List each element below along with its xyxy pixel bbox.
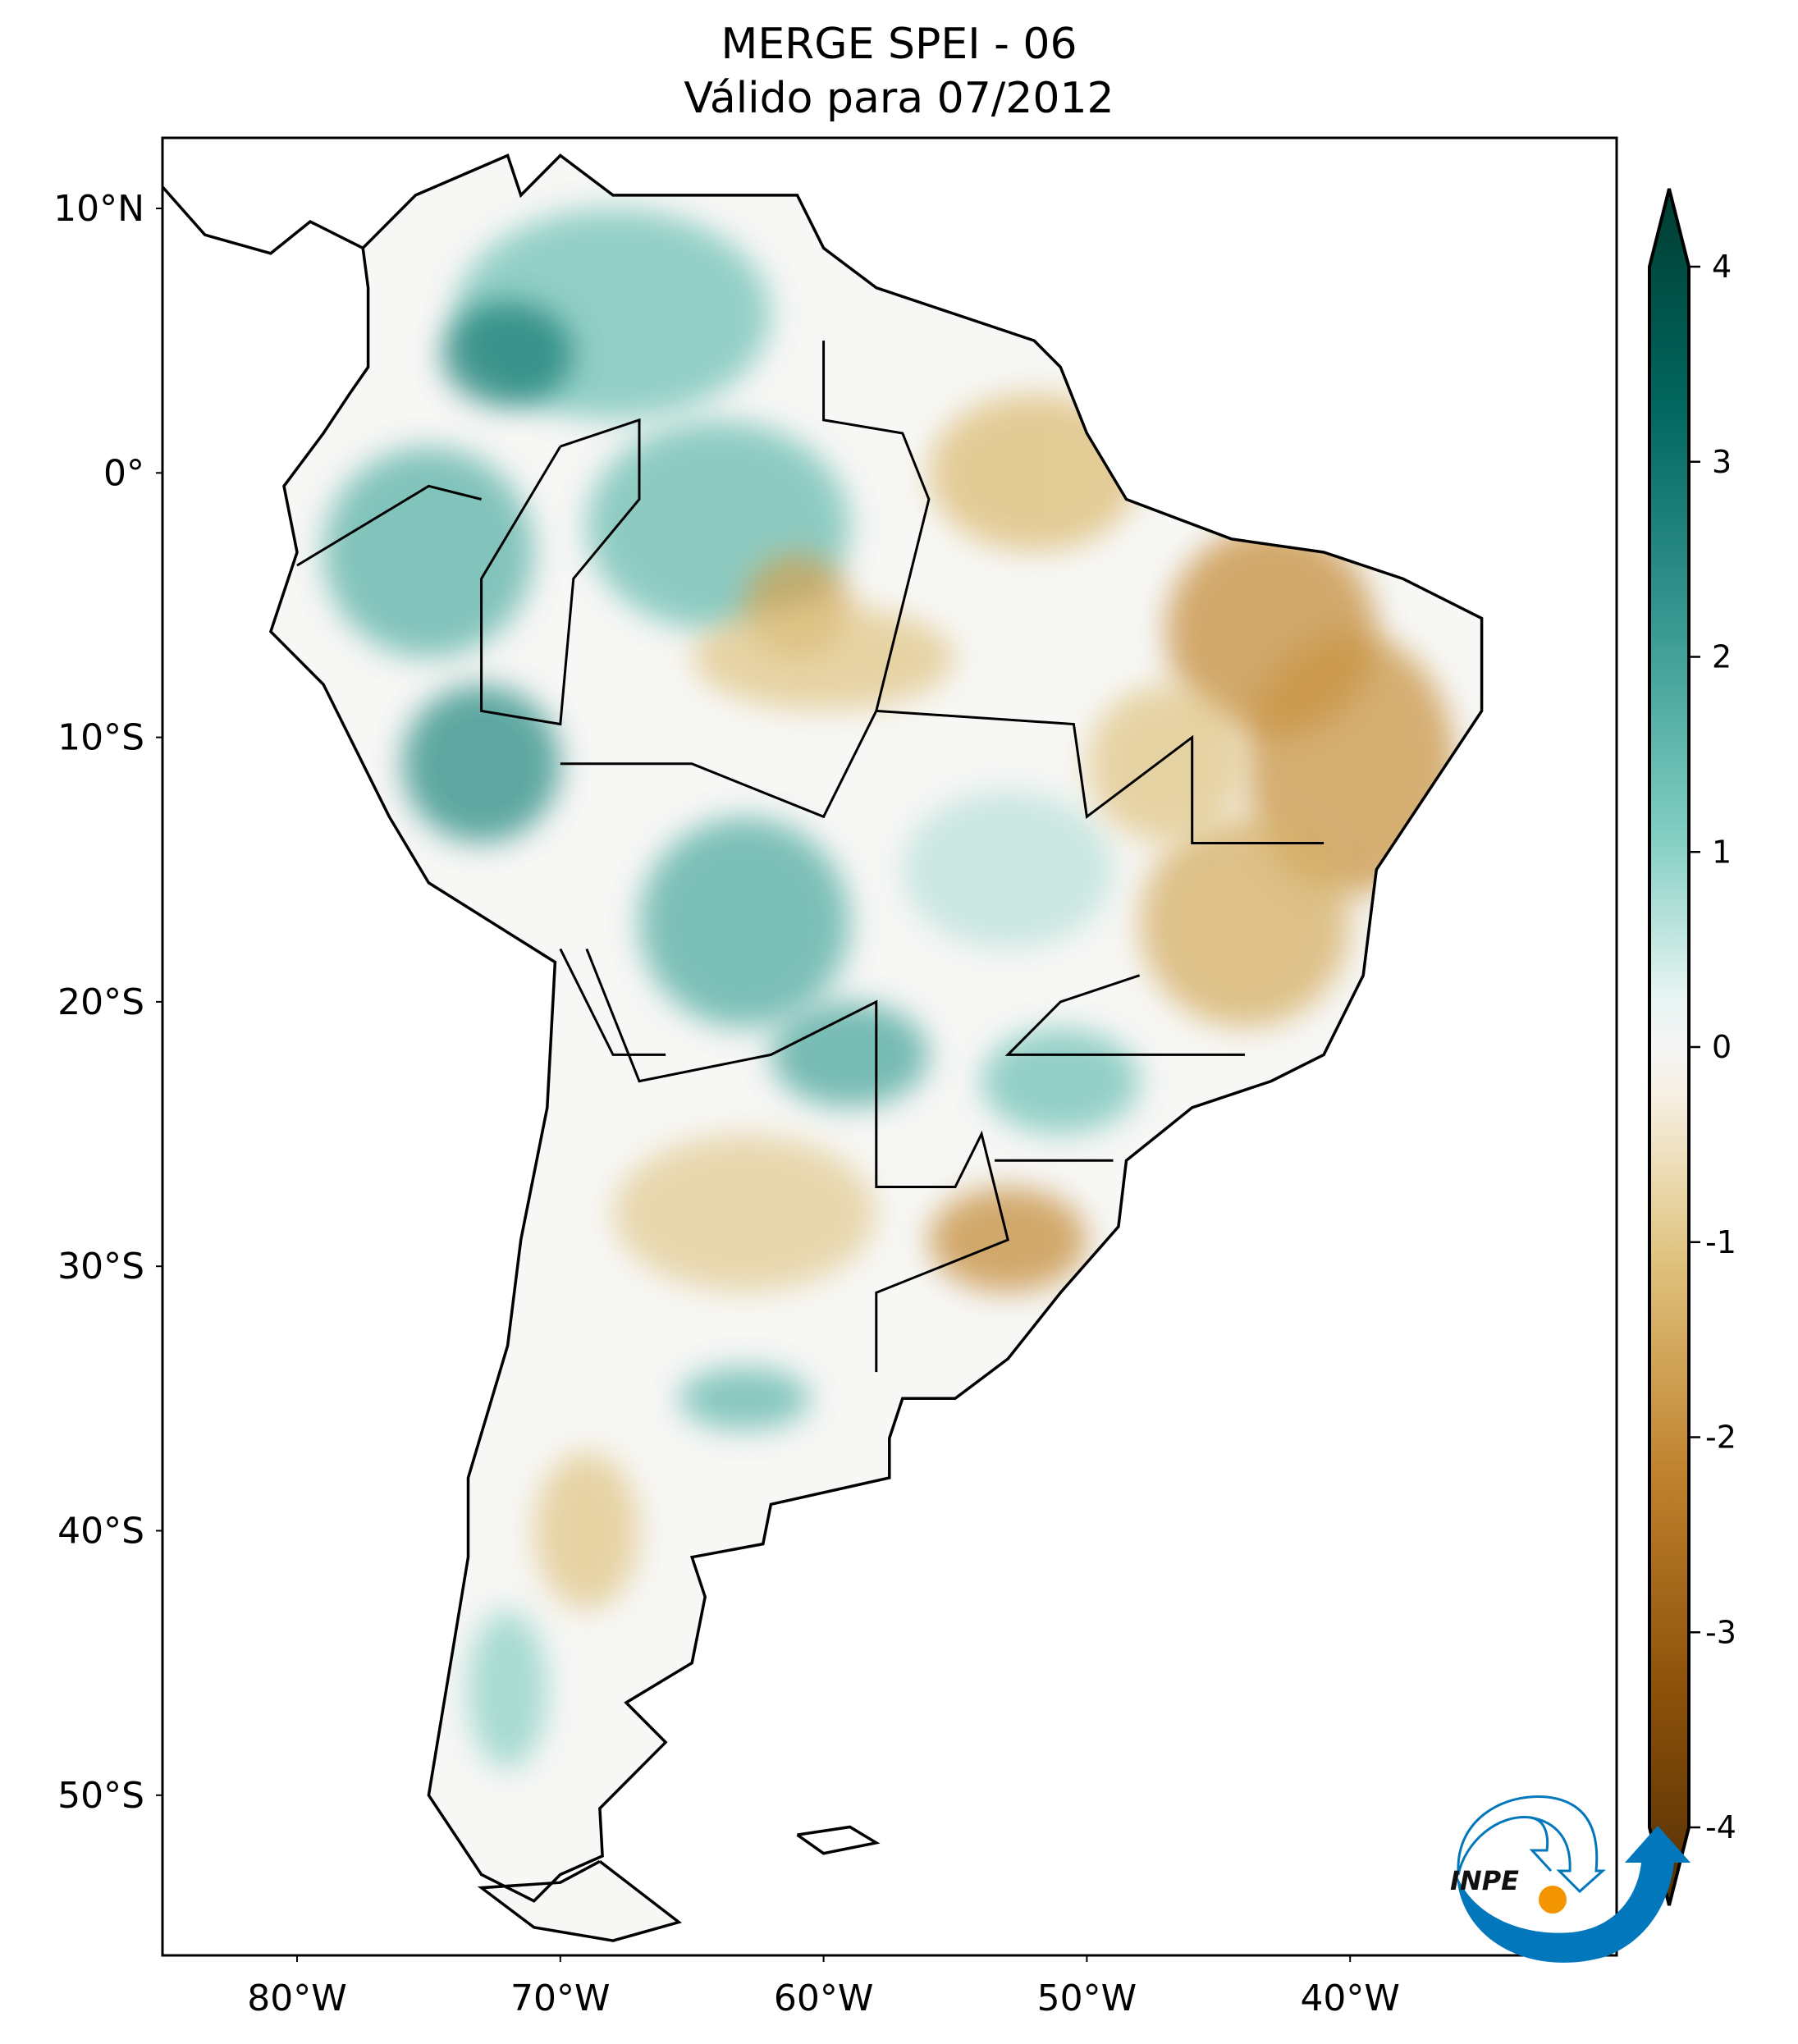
colorbar-tick-label: 1 xyxy=(1712,834,1732,870)
country-border xyxy=(876,709,1324,844)
lon-tick-label: 50°W xyxy=(1037,1978,1137,2019)
lat-tick-label: 10°N xyxy=(53,188,144,230)
spei-anomaly-region xyxy=(1139,817,1350,1028)
spei-anomaly-region xyxy=(1087,684,1245,843)
spei-anomaly-region xyxy=(981,1028,1140,1134)
colorbar-tick-label: 3 xyxy=(1712,444,1732,480)
coastline xyxy=(162,186,364,255)
spei-anomaly-region xyxy=(771,1002,929,1108)
country-border xyxy=(585,948,1009,1373)
map-subtitle: Válido para 07/2012 xyxy=(684,74,1114,123)
lat-tick-label: 50°S xyxy=(57,1775,144,1817)
colorbar-body xyxy=(1648,188,1690,1906)
lon-tick-label: 80°W xyxy=(247,1978,347,2019)
lat-tick-label: 30°S xyxy=(57,1246,144,1287)
spei-anomaly-region xyxy=(468,1610,547,1768)
lon-tick-label: 60°W xyxy=(774,1978,874,2019)
map-title: MERGE SPEI - 06 xyxy=(721,20,1077,69)
spei-anomaly-region xyxy=(929,394,1140,552)
coastline xyxy=(477,1859,683,1942)
spei-anomaly-region xyxy=(903,790,1114,949)
colorbar-tick-label: -4 xyxy=(1705,1809,1736,1845)
colorbar: 4 3 2 1 0 -1 -2 -3 -4 xyxy=(1648,188,1736,1906)
logo-text: INPE xyxy=(1450,1865,1519,1896)
lat-tick-label: 20°S xyxy=(57,981,144,1023)
spei-anomaly-region xyxy=(679,1366,811,1430)
country-border xyxy=(480,418,641,726)
spei-field xyxy=(270,155,1482,1941)
lat-tick-label: 0° xyxy=(103,452,144,494)
coastline xyxy=(796,1825,881,1855)
colorbar-tick-label: -1 xyxy=(1705,1224,1736,1260)
lat-tick-label: 40°S xyxy=(57,1511,144,1552)
country-border xyxy=(559,948,666,1056)
inpe-logo: INPE xyxy=(1450,1795,1690,1963)
colorbar-tick-label: -3 xyxy=(1705,1614,1736,1650)
spei-anomaly-region xyxy=(613,1134,876,1292)
spei-anomaly-region xyxy=(441,301,574,407)
longitude-axis: 80°W 70°W 60°W 50°W 40°W xyxy=(247,1955,1400,2019)
lon-tick-label: 40°W xyxy=(1300,1978,1400,2019)
lat-tick-label: 10°S xyxy=(57,717,144,759)
colorbar-tick-label: 4 xyxy=(1712,249,1732,285)
colorbar-tick-label: 2 xyxy=(1712,639,1732,675)
spei-anomaly-region xyxy=(692,605,955,711)
lon-tick-label: 70°W xyxy=(510,1978,611,2019)
country-borders xyxy=(162,153,1484,1942)
spei-anomaly-region xyxy=(323,446,534,657)
spei-anomaly-region xyxy=(402,684,560,843)
country-border xyxy=(1004,974,1245,1056)
colorbar-tick-label: -2 xyxy=(1705,1420,1736,1456)
country-border xyxy=(560,341,931,819)
colorbar-tick-label: 0 xyxy=(1712,1029,1732,1065)
spei-anomaly-region xyxy=(533,1452,639,1610)
map-frame xyxy=(161,136,1618,1957)
spei-anomaly-region xyxy=(639,817,850,1028)
coastline xyxy=(268,153,1484,1903)
latitude-axis: 10°N 0° 10°S 20°S 30°S 40°S 50°S xyxy=(53,188,162,1817)
country-border xyxy=(296,484,482,567)
